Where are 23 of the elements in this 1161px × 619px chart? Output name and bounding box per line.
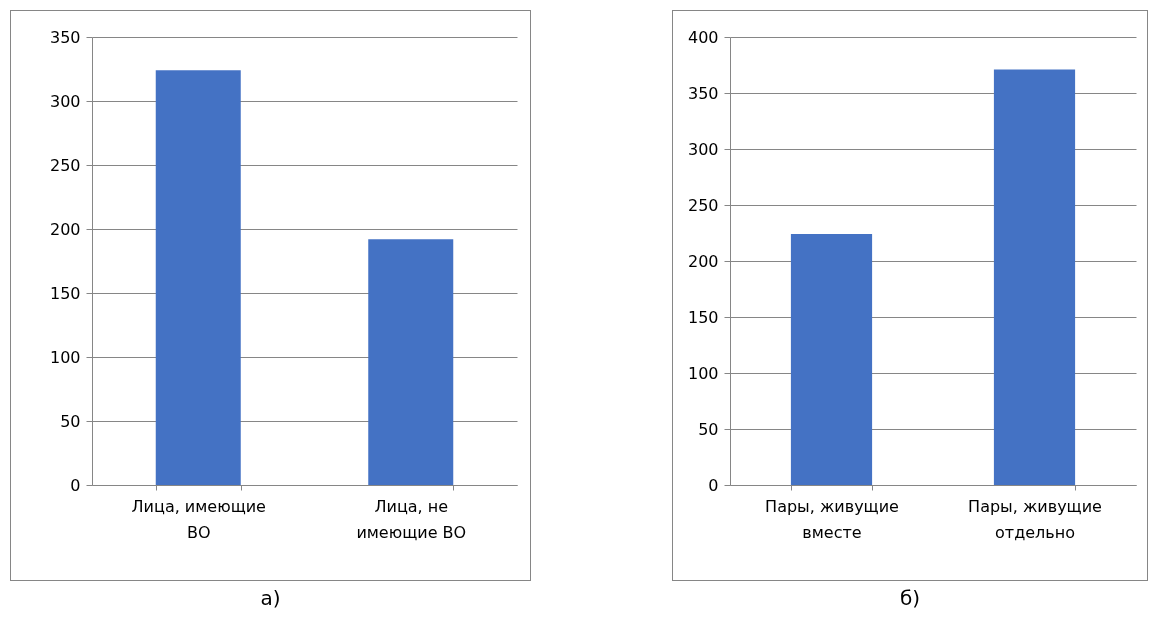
y-tick-label: 100 xyxy=(687,363,719,383)
y-tick-label: 250 xyxy=(49,155,81,175)
y-tick-label: 150 xyxy=(49,283,81,303)
x-tick-label: Лица, не имеющие ВО xyxy=(356,496,467,542)
y-tick-label: 200 xyxy=(687,251,719,271)
y-tick-label: 350 xyxy=(687,83,719,103)
y-tick-label: 0 xyxy=(708,475,719,495)
y-tick-label: 100 xyxy=(49,347,81,367)
y-tick-label: 50 xyxy=(60,411,81,431)
y-tick-label: 300 xyxy=(687,139,719,159)
y-tick-label: 150 xyxy=(687,307,719,327)
x-tick-label: Пары, живущие отдельно xyxy=(968,496,1102,542)
y-tick-label: 200 xyxy=(49,219,81,239)
x-tick-label: Лица, имеющие ВО xyxy=(131,496,266,542)
y-tick-label: 350 xyxy=(49,27,81,47)
y-tick-label: 50 xyxy=(698,419,719,439)
y-tick-label: 400 xyxy=(687,27,719,47)
y-tick-label: 250 xyxy=(687,195,719,215)
text: а) xyxy=(259,586,282,610)
text: б) xyxy=(898,586,922,610)
x-tick-label: Пары, живущие вместе xyxy=(765,496,899,542)
y-tick-label: 300 xyxy=(49,91,81,111)
y-tick-label: 0 xyxy=(70,475,81,495)
